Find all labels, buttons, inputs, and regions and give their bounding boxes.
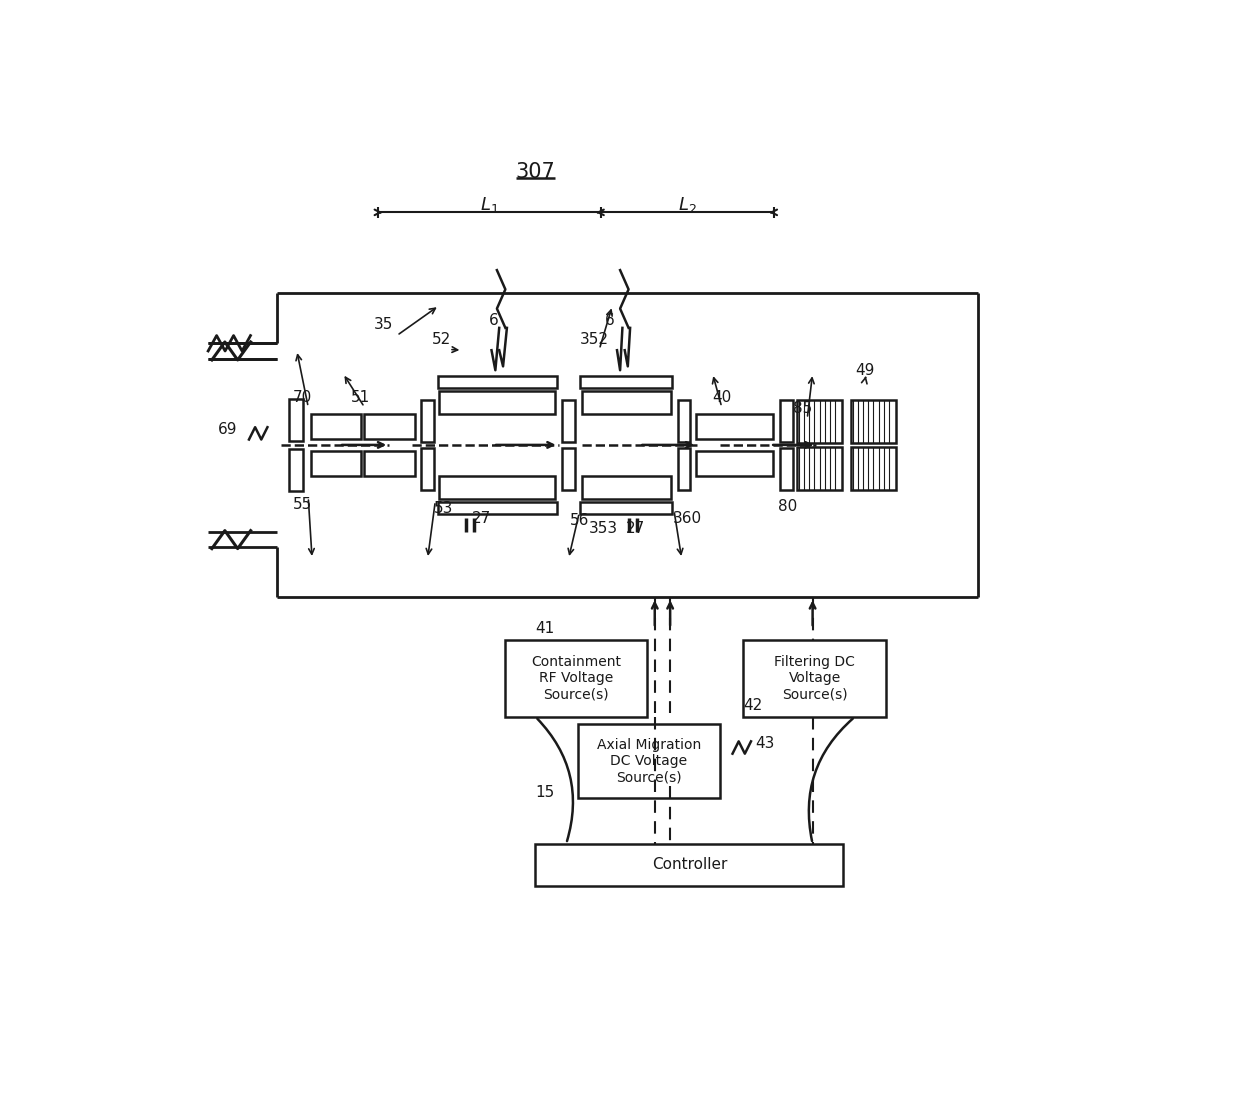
Bar bbox=[422, 448, 434, 490]
Text: 27: 27 bbox=[626, 521, 646, 536]
Bar bbox=[678, 400, 691, 442]
Bar bbox=[743, 640, 885, 717]
Text: 307: 307 bbox=[516, 161, 556, 182]
Bar bbox=[536, 844, 843, 887]
Bar bbox=[797, 400, 842, 443]
Text: 15: 15 bbox=[536, 785, 554, 800]
Bar bbox=[780, 400, 792, 442]
Bar bbox=[365, 452, 414, 476]
Text: 6: 6 bbox=[605, 312, 615, 328]
Bar bbox=[310, 452, 361, 476]
Bar bbox=[289, 448, 303, 491]
Bar bbox=[438, 376, 557, 388]
Text: 43: 43 bbox=[755, 737, 774, 751]
Text: 85: 85 bbox=[794, 401, 812, 416]
Text: 56: 56 bbox=[570, 513, 589, 528]
Bar bbox=[563, 400, 574, 442]
Text: 53: 53 bbox=[434, 501, 453, 516]
Text: Controller: Controller bbox=[652, 857, 727, 872]
Text: 360: 360 bbox=[672, 511, 702, 526]
Bar bbox=[582, 391, 671, 414]
Text: 51: 51 bbox=[351, 390, 370, 404]
Bar bbox=[439, 476, 556, 499]
Text: 6: 6 bbox=[490, 312, 498, 328]
Bar bbox=[580, 376, 672, 388]
Text: 70: 70 bbox=[293, 390, 312, 404]
Text: $L_2$: $L_2$ bbox=[678, 195, 697, 215]
Bar bbox=[582, 476, 671, 499]
Text: 55: 55 bbox=[293, 498, 312, 513]
Text: 42: 42 bbox=[743, 698, 763, 712]
Text: 35: 35 bbox=[373, 317, 393, 331]
Bar bbox=[678, 448, 691, 490]
Bar bbox=[563, 448, 574, 490]
Bar bbox=[851, 447, 895, 490]
Bar bbox=[422, 400, 434, 442]
Bar bbox=[438, 502, 557, 514]
Bar bbox=[696, 452, 773, 476]
Text: $L_1$: $L_1$ bbox=[480, 195, 498, 215]
Text: 49: 49 bbox=[854, 363, 874, 378]
Text: 353: 353 bbox=[589, 521, 619, 536]
Bar bbox=[310, 414, 361, 438]
Bar bbox=[505, 640, 647, 717]
Text: Axial Migration
DC Voltage
Source(s): Axial Migration DC Voltage Source(s) bbox=[596, 738, 701, 785]
Text: 41: 41 bbox=[536, 620, 554, 636]
Text: 69: 69 bbox=[218, 422, 238, 437]
Text: Filtering DC
Voltage
Source(s): Filtering DC Voltage Source(s) bbox=[774, 655, 854, 701]
Text: 52: 52 bbox=[432, 332, 450, 347]
Bar bbox=[439, 391, 556, 414]
Text: 80: 80 bbox=[777, 499, 797, 514]
Text: Containment
RF Voltage
Source(s): Containment RF Voltage Source(s) bbox=[531, 655, 621, 701]
Bar bbox=[580, 502, 672, 514]
Text: 27: 27 bbox=[472, 511, 491, 526]
Bar bbox=[578, 724, 720, 798]
Bar bbox=[365, 414, 414, 438]
Text: 352: 352 bbox=[580, 332, 609, 347]
Bar bbox=[797, 447, 842, 490]
Bar bbox=[696, 414, 773, 438]
Bar bbox=[780, 448, 792, 490]
Text: 40: 40 bbox=[713, 390, 732, 404]
Bar bbox=[289, 399, 303, 441]
Bar bbox=[851, 400, 895, 443]
